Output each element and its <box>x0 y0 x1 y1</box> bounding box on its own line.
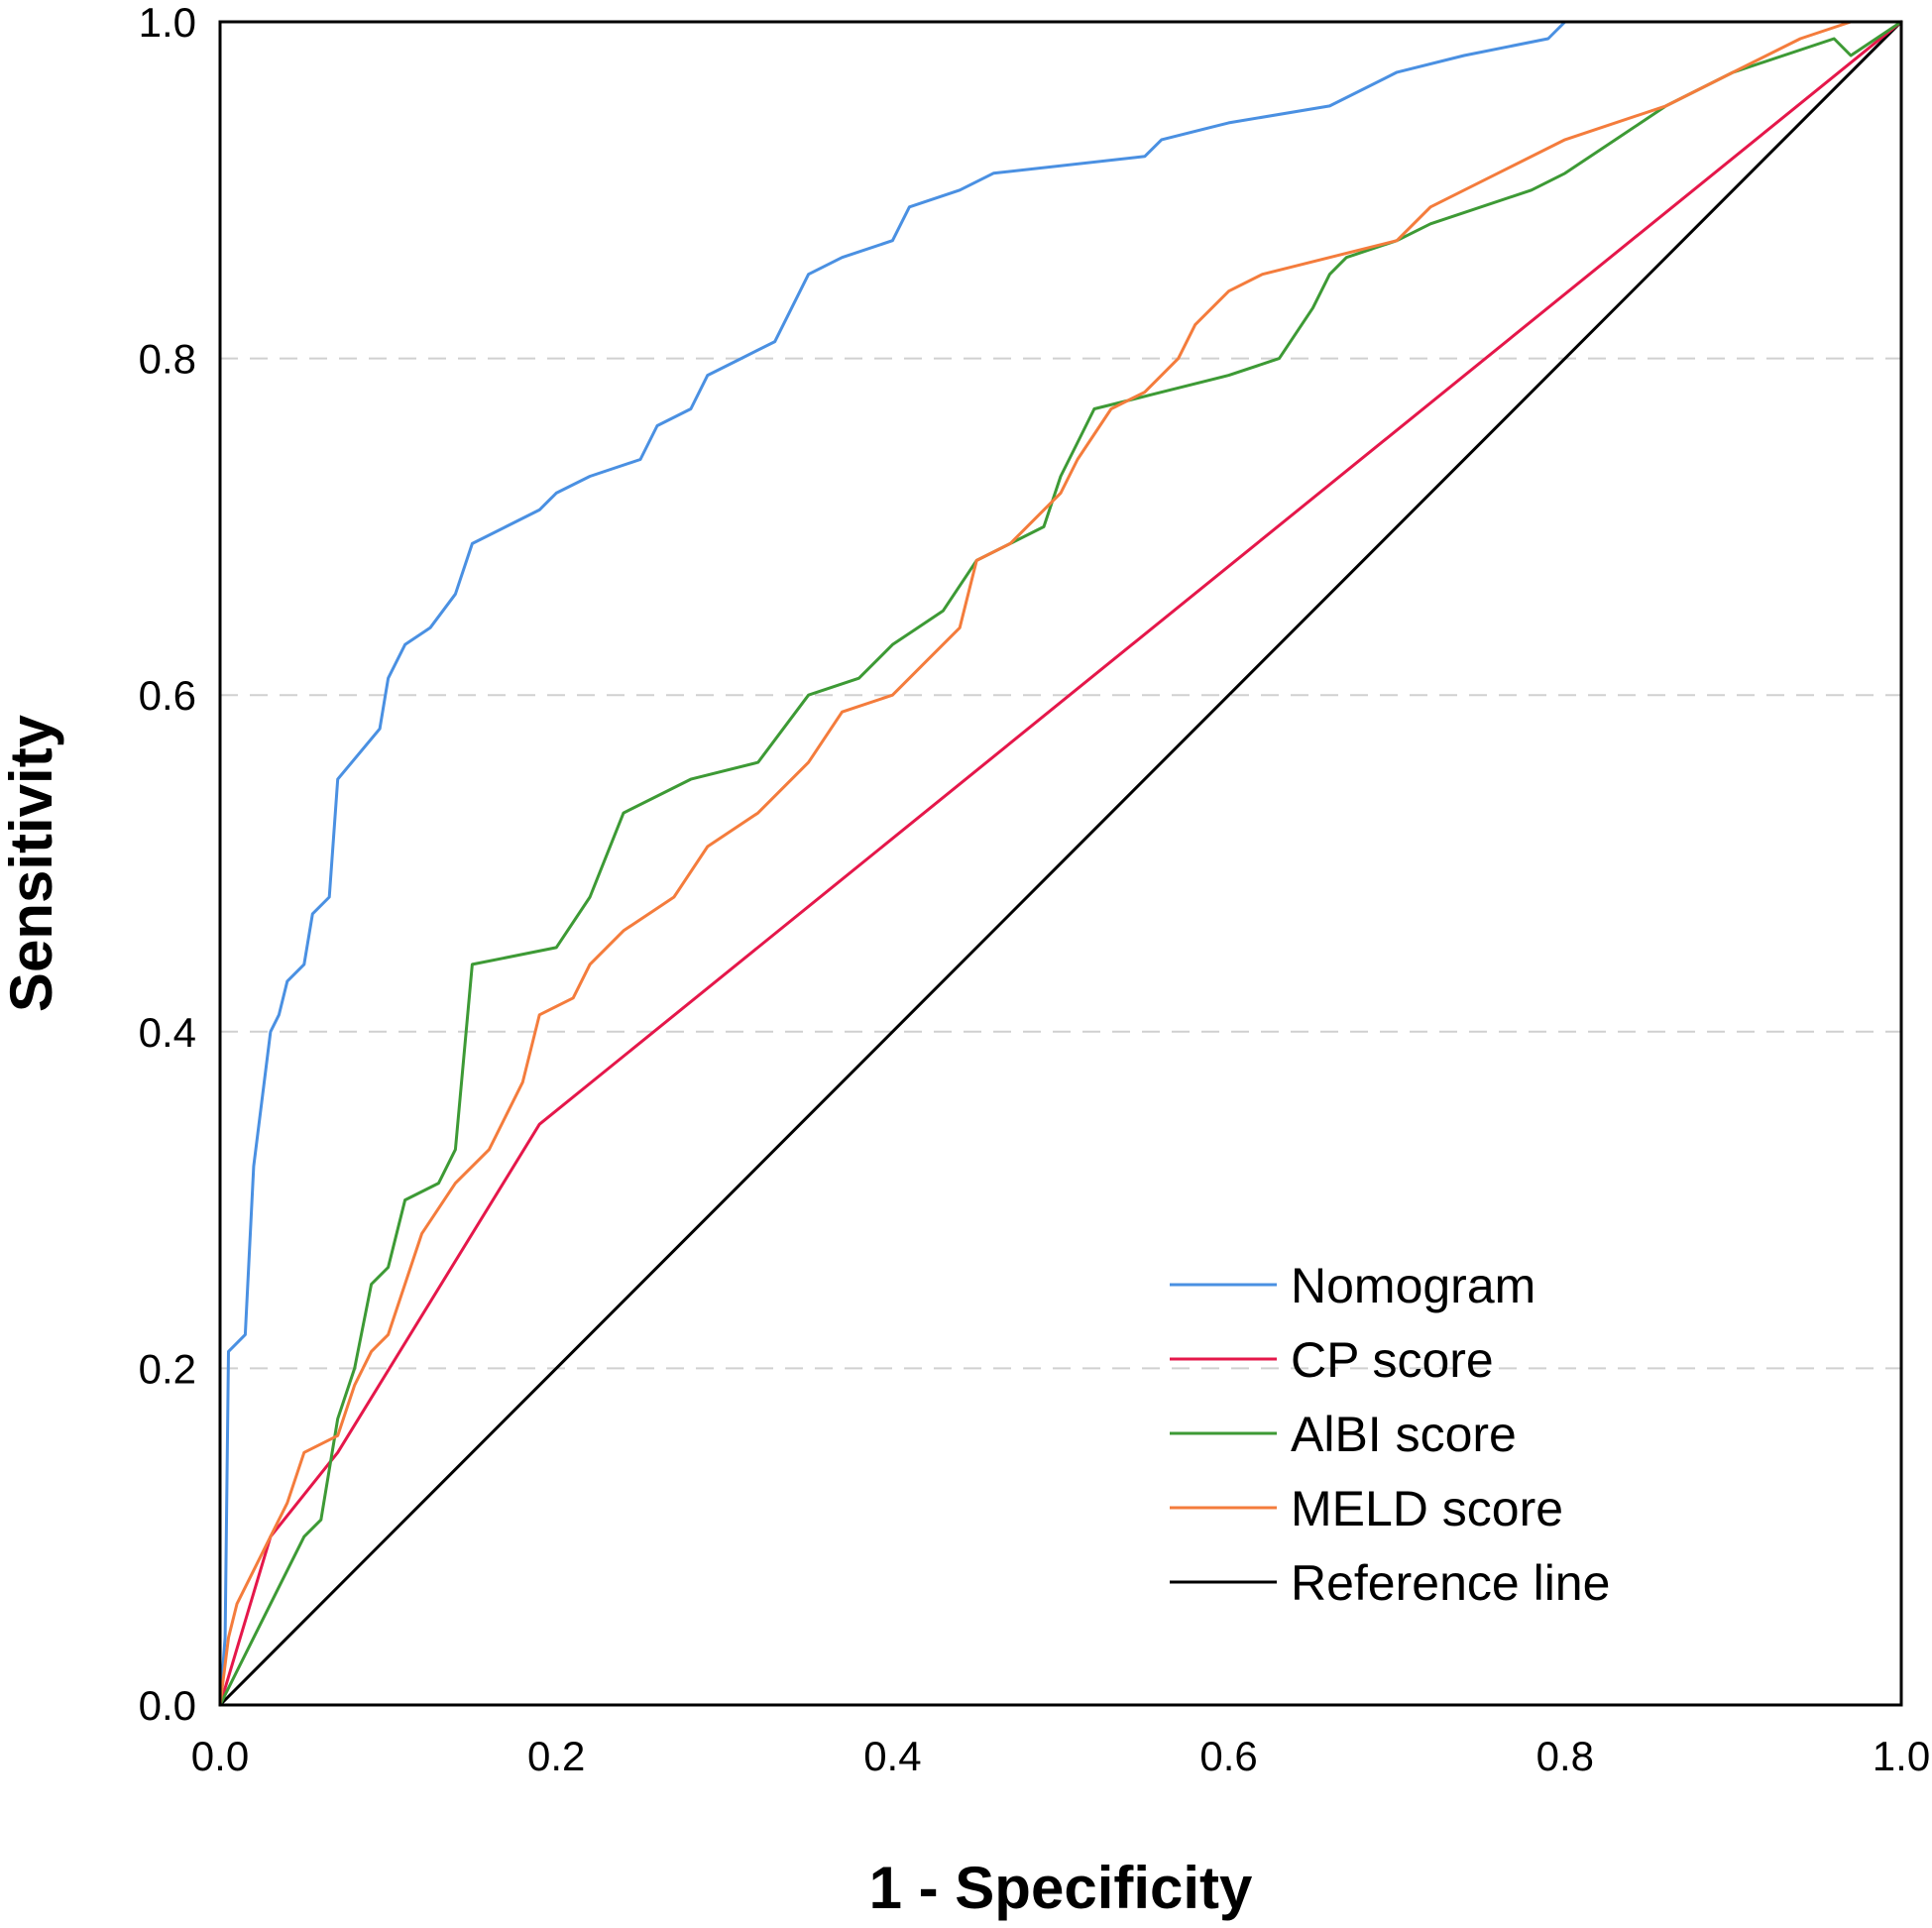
tick-layer: 0.0 0.2 0.4 0.6 0.8 1.0 0.0 0.2 0.4 0.6 0.8 1.0 <box>139 0 1931 1779</box>
x-tick-label: 0.2 <box>527 1733 585 1779</box>
legend-label: Nomogram <box>1291 1258 1535 1313</box>
series-line-nomogram <box>218 20 1903 1707</box>
legend-label: CP score <box>1291 1332 1494 1388</box>
legend-label: Reference line <box>1291 1555 1610 1611</box>
legend-label: AlBI score <box>1291 1407 1517 1462</box>
x-tick-label: 1.0 <box>1873 1733 1930 1779</box>
x-axis-title: 1 - Specificity <box>869 1855 1253 1921</box>
y-tick-label: 0.8 <box>139 336 196 383</box>
y-tick-label: 0.2 <box>139 1345 196 1392</box>
legend: Nomogram CP score AlBI score MELD score Refe… <box>1170 1258 1610 1611</box>
x-tick-label: 0.0 <box>191 1733 249 1779</box>
legend-label: MELD score <box>1291 1481 1563 1536</box>
series-line-albi-score <box>218 20 1903 1707</box>
plot-frame <box>218 20 1903 1707</box>
x-tick-label: 0.6 <box>1199 1733 1257 1779</box>
y-axis-title: Sensitivity <box>0 714 64 1012</box>
grid-layer <box>220 357 1901 1370</box>
series-line-reference-line <box>218 20 1903 1707</box>
x-tick-label: 0.4 <box>863 1733 921 1779</box>
series-line-meld-score <box>218 20 1903 1707</box>
y-tick-label: 0.6 <box>139 672 196 719</box>
series-line-cp-score <box>218 20 1903 1707</box>
y-tick-label: 1.0 <box>139 0 196 46</box>
y-tick-label: 0.4 <box>139 1009 196 1056</box>
y-tick-label: 0.0 <box>139 1682 196 1729</box>
x-tick-label: 0.8 <box>1536 1733 1594 1779</box>
series-layer <box>218 20 1903 1707</box>
